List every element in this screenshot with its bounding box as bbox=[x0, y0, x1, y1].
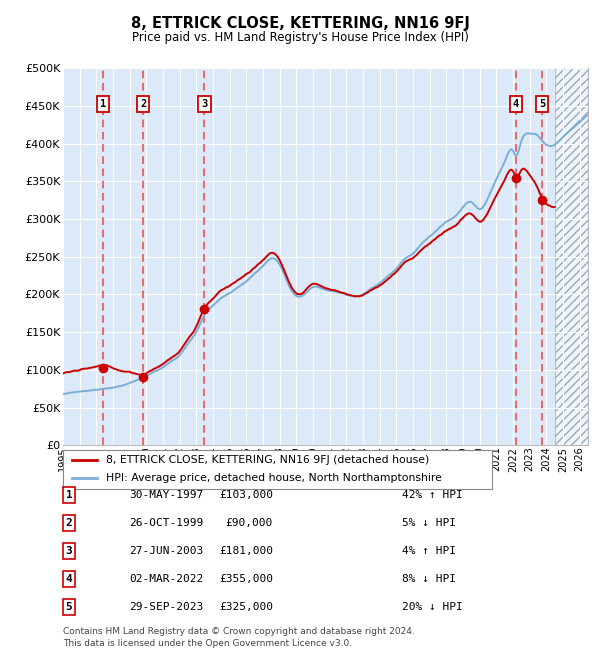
Text: Price paid vs. HM Land Registry's House Price Index (HPI): Price paid vs. HM Land Registry's House … bbox=[131, 31, 469, 44]
Text: 02-MAR-2022: 02-MAR-2022 bbox=[129, 574, 203, 584]
Text: 5: 5 bbox=[65, 602, 73, 612]
Text: 27-JUN-2003: 27-JUN-2003 bbox=[129, 546, 203, 556]
Bar bbox=[554, 68, 588, 445]
Text: 26-OCT-1999: 26-OCT-1999 bbox=[129, 518, 203, 528]
Text: 4% ↑ HPI: 4% ↑ HPI bbox=[402, 546, 456, 556]
Text: 8, ETTRICK CLOSE, KETTERING, NN16 9FJ (detached house): 8, ETTRICK CLOSE, KETTERING, NN16 9FJ (d… bbox=[106, 456, 429, 465]
Text: 4: 4 bbox=[65, 574, 73, 584]
Text: 2: 2 bbox=[65, 518, 73, 528]
Text: 5% ↓ HPI: 5% ↓ HPI bbox=[402, 518, 456, 528]
Text: 1: 1 bbox=[65, 490, 73, 501]
Text: 30-MAY-1997: 30-MAY-1997 bbox=[129, 490, 203, 501]
Text: HPI: Average price, detached house, North Northamptonshire: HPI: Average price, detached house, Nort… bbox=[106, 473, 442, 483]
Text: 5: 5 bbox=[539, 99, 545, 109]
Text: 1: 1 bbox=[100, 99, 106, 109]
Text: £325,000: £325,000 bbox=[219, 602, 273, 612]
Text: 29-SEP-2023: 29-SEP-2023 bbox=[129, 602, 203, 612]
Text: Contains HM Land Registry data © Crown copyright and database right 2024.
This d: Contains HM Land Registry data © Crown c… bbox=[63, 627, 415, 648]
Bar bbox=[554, 68, 588, 445]
Text: £355,000: £355,000 bbox=[219, 574, 273, 584]
Text: 2: 2 bbox=[140, 99, 146, 109]
Text: £103,000: £103,000 bbox=[219, 490, 273, 501]
Text: £181,000: £181,000 bbox=[219, 546, 273, 556]
Text: 42% ↑ HPI: 42% ↑ HPI bbox=[402, 490, 463, 501]
Text: 8, ETTRICK CLOSE, KETTERING, NN16 9FJ: 8, ETTRICK CLOSE, KETTERING, NN16 9FJ bbox=[131, 16, 469, 31]
Text: 3: 3 bbox=[202, 99, 208, 109]
Text: 20% ↓ HPI: 20% ↓ HPI bbox=[402, 602, 463, 612]
Text: 4: 4 bbox=[513, 99, 519, 109]
Text: 8% ↓ HPI: 8% ↓ HPI bbox=[402, 574, 456, 584]
Text: 3: 3 bbox=[65, 546, 73, 556]
Text: £90,000: £90,000 bbox=[226, 518, 273, 528]
